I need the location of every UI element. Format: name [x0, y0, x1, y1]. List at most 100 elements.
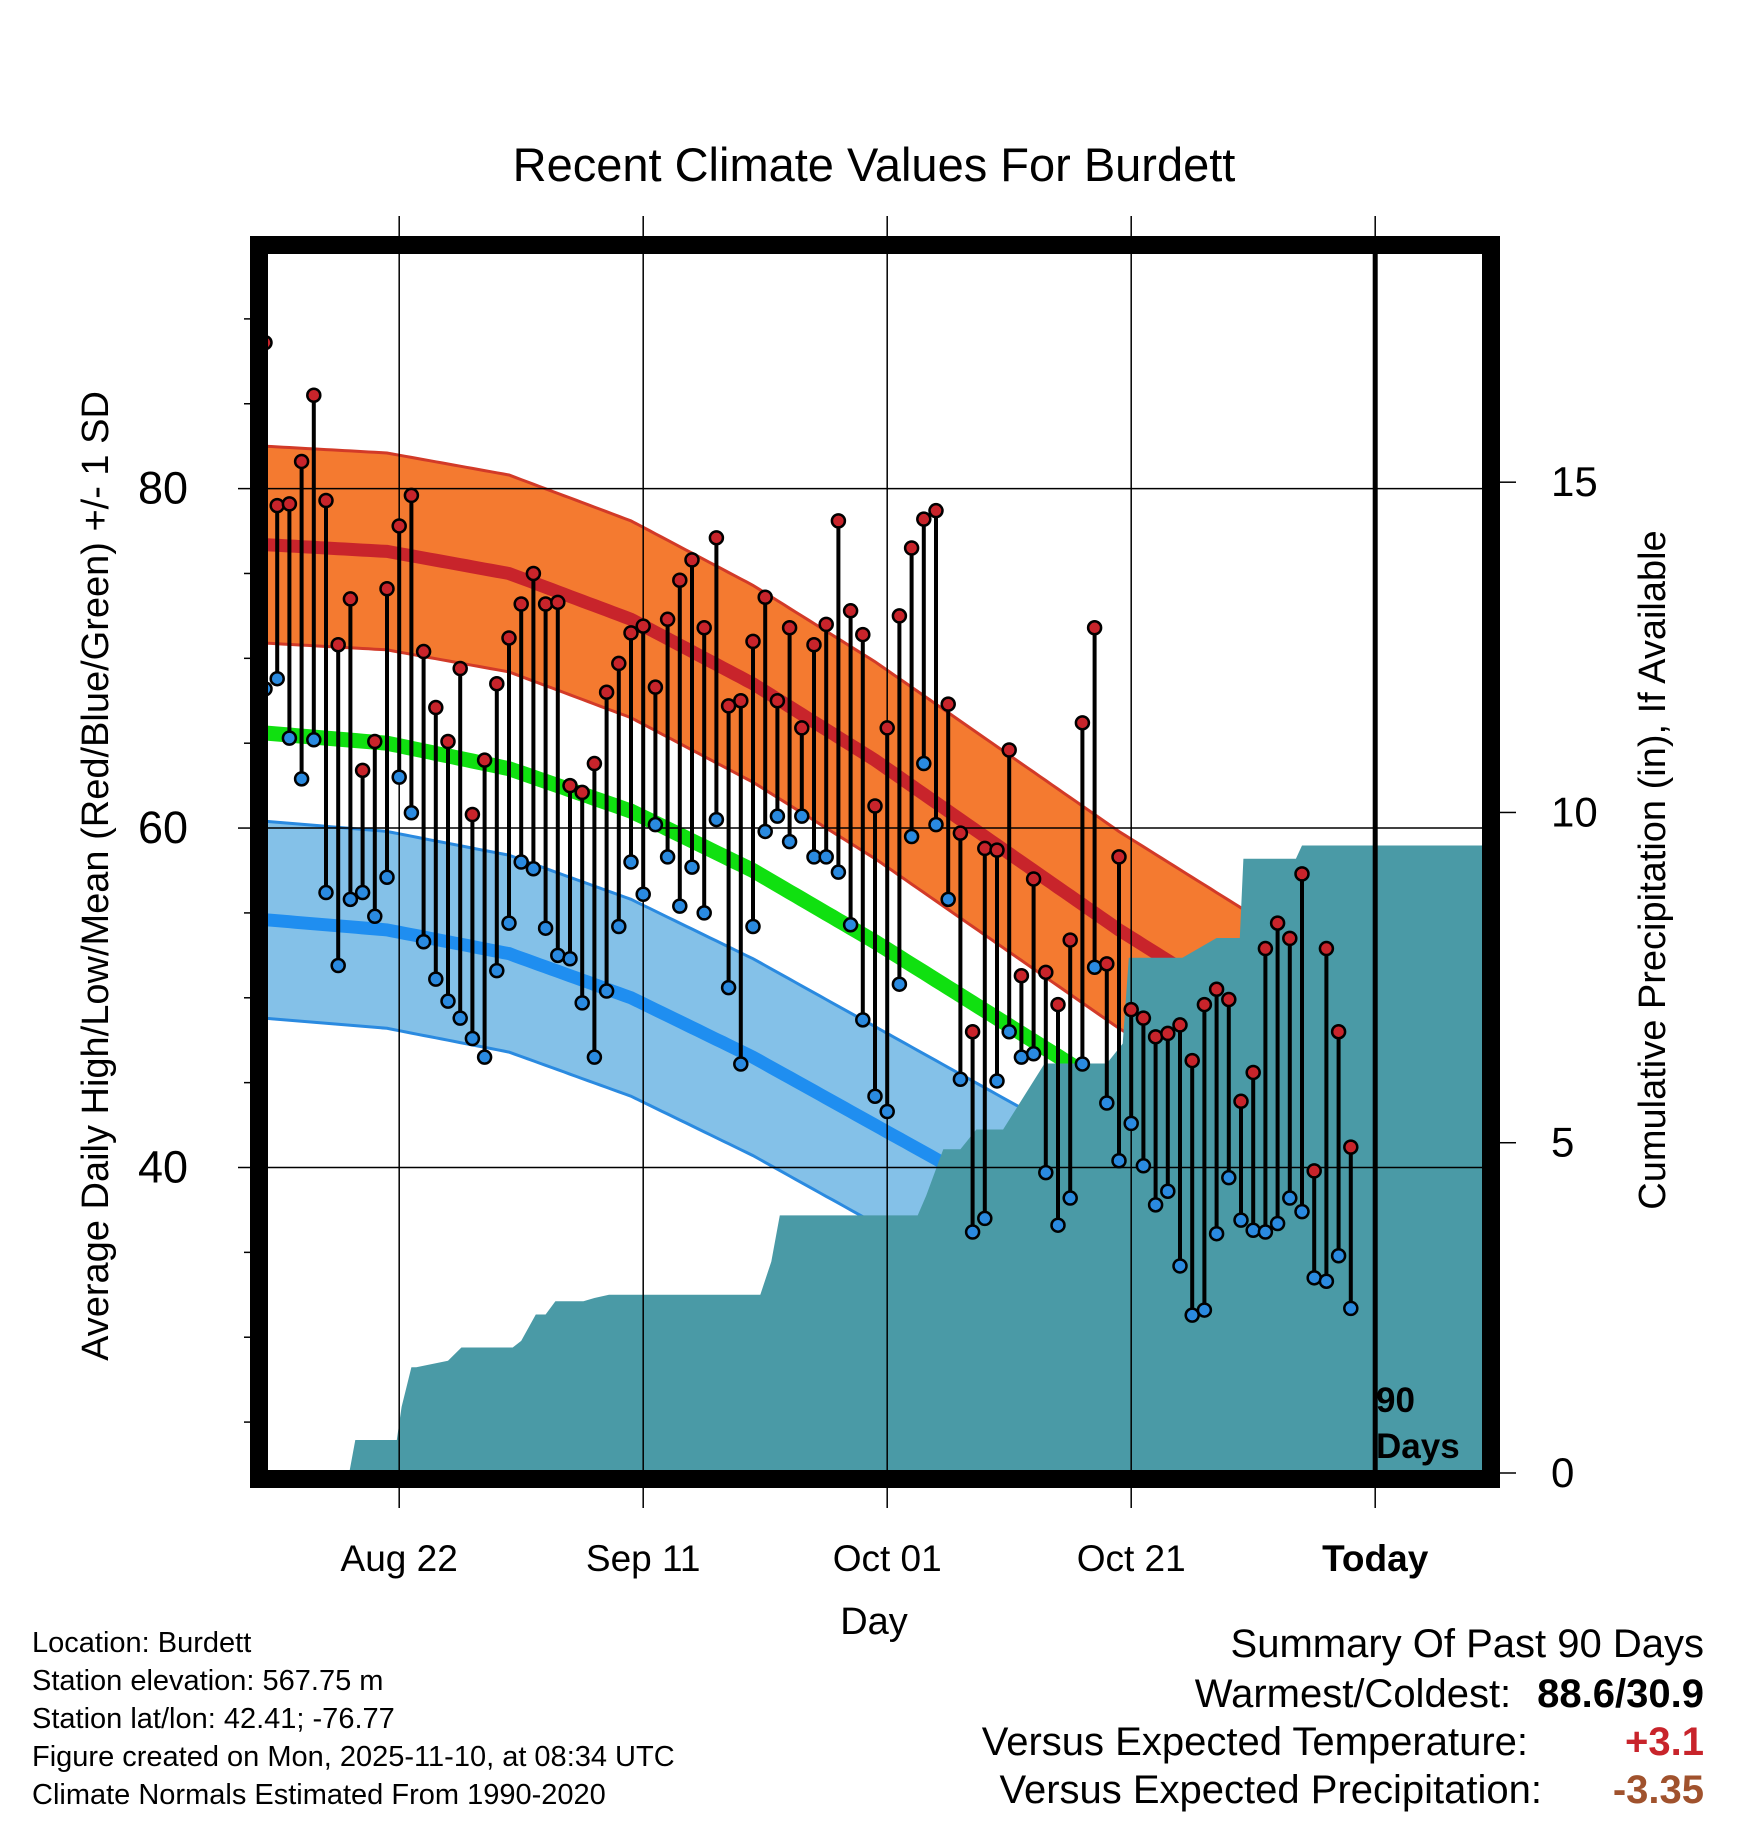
low-point [611, 918, 627, 935]
y2-tick-label: 10 [1551, 788, 1598, 835]
high-point [281, 496, 298, 512]
high-point [818, 616, 834, 633]
high-point [745, 633, 761, 650]
high-point [708, 530, 725, 546]
y2-tick-label: 15 [1551, 458, 1598, 505]
warm-cold-value: 88.6/30.9 [1537, 1672, 1704, 1716]
high-point [659, 611, 676, 628]
high-point [293, 453, 310, 470]
low-point [879, 1103, 895, 1120]
high-point [733, 693, 749, 709]
high-point [562, 777, 578, 794]
low-point [1208, 1225, 1225, 1242]
x-tick-label: Sep 11 [586, 1538, 701, 1579]
high-point [1001, 742, 1017, 758]
high-point [611, 655, 627, 672]
low-point [562, 950, 578, 967]
high-point [586, 755, 603, 772]
latlon-text: Station lat/lon: 42.41; -76.77 [32, 1703, 395, 1735]
low-point [1123, 1115, 1139, 1132]
low-point [354, 884, 371, 901]
low-point [903, 828, 920, 845]
high-point [440, 733, 456, 750]
low-point [696, 905, 712, 921]
today-days-label: Days [1376, 1427, 1460, 1466]
high-point [757, 589, 773, 605]
high-point [342, 591, 359, 607]
temp-value: +3.1 [1625, 1720, 1704, 1764]
low-point [1062, 1190, 1078, 1206]
low-point [964, 1224, 981, 1240]
high-point [501, 630, 517, 646]
high-point [574, 784, 590, 801]
high-point [550, 594, 566, 611]
high-point [806, 637, 822, 653]
high-point [672, 572, 688, 589]
high-point [964, 1023, 981, 1040]
high-point [781, 620, 798, 636]
low-point [403, 805, 420, 821]
high-point [1074, 715, 1091, 731]
location-text: Location: Burdett [32, 1627, 252, 1659]
low-point [1135, 1158, 1152, 1174]
low-point [1172, 1258, 1188, 1274]
x-tick-label: Oct 01 [833, 1538, 942, 1579]
high-point [1208, 981, 1225, 998]
high-point [1343, 1139, 1359, 1155]
y-tick-label: 60 [138, 802, 188, 853]
low-point [574, 995, 590, 1011]
warm-cold-label: Warmest/Coldest: [1194, 1672, 1512, 1716]
high-point [415, 643, 432, 660]
low-point [684, 859, 700, 875]
low-point [794, 808, 810, 824]
low-point [440, 993, 456, 1009]
low-point [1196, 1302, 1213, 1318]
low-point [1099, 1095, 1115, 1111]
y2-tick-label: 5 [1551, 1119, 1574, 1166]
high-point [1245, 1064, 1261, 1081]
low-point [818, 849, 834, 865]
low-point [659, 849, 676, 865]
high-point [879, 720, 895, 736]
low-point [1038, 1164, 1054, 1181]
low-point [1160, 1183, 1176, 1200]
high-point [842, 603, 859, 619]
summary-panel: Summary Of Past 90 Days Warmest/Coldest:… [982, 1620, 1704, 1814]
low-point [464, 1030, 481, 1047]
today-days-number: 90 [1376, 1381, 1415, 1420]
high-point [1269, 915, 1286, 931]
high-point [452, 660, 468, 677]
high-point [1257, 940, 1274, 957]
high-point [537, 596, 554, 612]
low-point [781, 833, 798, 850]
high-point [525, 565, 542, 582]
low-point [940, 891, 956, 908]
low-point [415, 934, 432, 950]
low-point [1233, 1212, 1249, 1228]
high-point [464, 806, 481, 823]
y-tick-label: 80 [138, 463, 188, 514]
y-tick-label: 40 [138, 1142, 188, 1193]
high-point [391, 518, 407, 534]
low-point [281, 730, 298, 746]
temp-label: Versus Expected Temperature: [981, 1720, 1528, 1764]
low-point [647, 816, 664, 833]
high-point [769, 693, 786, 709]
high-point [855, 626, 871, 643]
summary-precip: Versus Expected Precipitation: -3.35 [982, 1766, 1704, 1814]
summary-temp: Versus Expected Temperature: +3.1 [982, 1718, 1704, 1766]
low-point [757, 823, 773, 840]
high-point [891, 608, 908, 624]
x-tick-label: Today [1322, 1538, 1429, 1579]
low-point [342, 891, 359, 908]
high-point [684, 552, 700, 568]
summary-heading: Summary Of Past 90 Days [1230, 1622, 1704, 1666]
low-point [367, 908, 383, 925]
low-point [501, 915, 517, 931]
low-point [1257, 1224, 1274, 1240]
axes: 40 60 80 0 5 10 15 Aug 22 Sep 11 Oct 01 Oct 21 Toda… [138, 216, 1598, 1579]
created-text: Figure created on Mon, 2025-11-10, at 08… [32, 1741, 675, 1773]
low-point [708, 811, 725, 828]
high-point [1013, 967, 1030, 984]
